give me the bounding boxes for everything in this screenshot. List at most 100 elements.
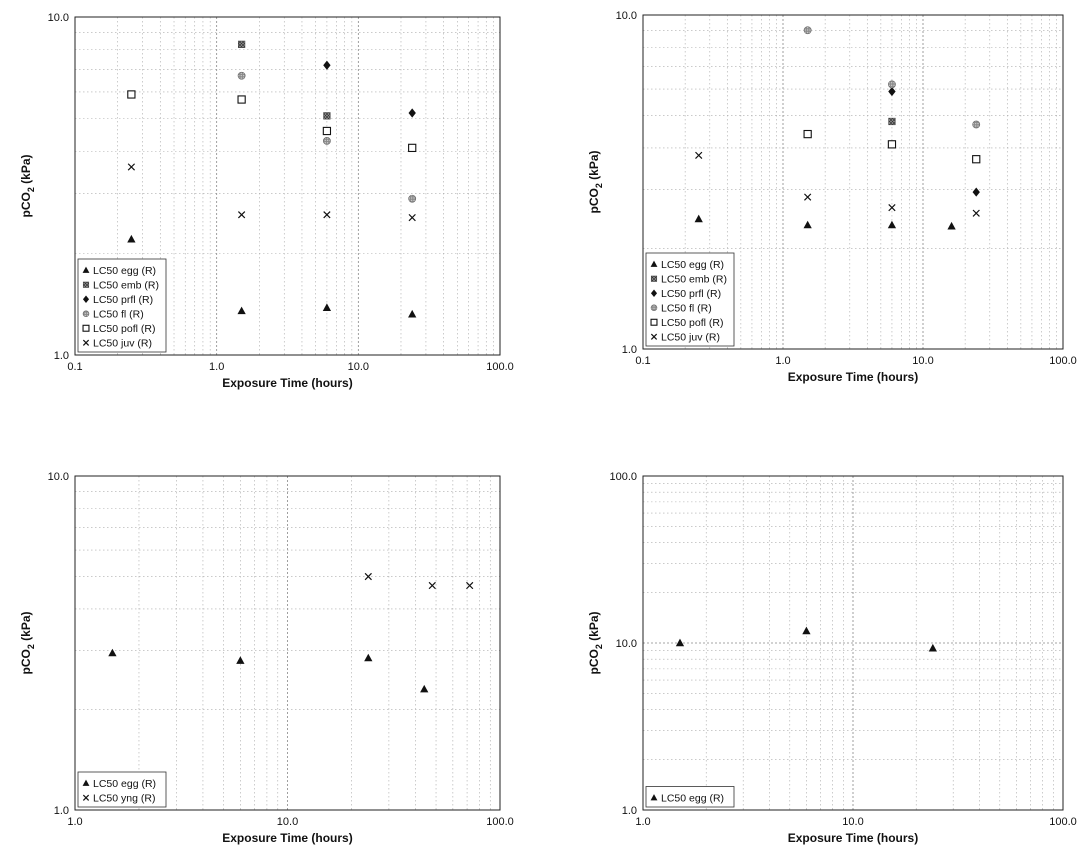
gridlines: [75, 476, 500, 810]
y-axis-title-subscript: 2: [594, 644, 604, 649]
series-lc50-juv-r: [127, 163, 416, 222]
data-point: [947, 221, 956, 230]
legend: LC50 egg (R) LC50 emb (R) LC50 prfl (R) LC5…: [645, 252, 735, 347]
x-tick-label: 1.0: [635, 816, 650, 828]
data-point: [803, 129, 812, 139]
data-point: [887, 140, 897, 149]
plot-border: [642, 14, 1064, 350]
x-tick-label: 100.0: [486, 361, 514, 373]
legend-marker: [82, 310, 90, 318]
legend-label: LC50 egg (R): [93, 778, 156, 790]
plot-area: [74, 475, 501, 811]
data-point: [323, 211, 331, 219]
series-lc50-prfl-r: [323, 60, 416, 118]
y-axis-title: pCO2 (kPa): [19, 154, 36, 217]
legend-marker: [650, 304, 658, 312]
gridlines: [75, 17, 500, 355]
y-axis-title-main: pCO: [19, 192, 33, 217]
data-point: [803, 220, 812, 229]
x-axis-title: Exposure Time (hours): [788, 831, 918, 845]
x-tick-label: 1.0: [67, 816, 82, 828]
x-tick-label: 10.0: [277, 816, 298, 828]
data-point: [466, 581, 474, 590]
x-axis-title: Exposure Time (hours): [222, 831, 352, 845]
legend-box: [645, 786, 735, 808]
legend-marker: [650, 289, 658, 298]
plot-border: [642, 475, 1064, 811]
series-lc50-fl-r: [237, 71, 417, 203]
data-point: [928, 643, 937, 652]
series-lc50-emb-r: [238, 40, 331, 120]
plot-border: [74, 16, 501, 356]
y-tick-label: 100.0: [609, 471, 637, 483]
legend-marker: [650, 260, 658, 267]
y-axis-title-main: pCO: [19, 649, 33, 674]
x-tick-label: 100.0: [486, 816, 514, 828]
legend-marker: [650, 318, 658, 326]
y-axis-title-unit: (kPa): [19, 154, 33, 187]
y-axis-title: pCO2 (kPa): [587, 611, 604, 674]
series-lc50-fl-r: [803, 26, 981, 129]
x-tick-label: 10.0: [912, 355, 933, 367]
series-lc50-egg-r: [694, 214, 956, 230]
series-lc50-egg-r: [127, 234, 417, 318]
x-axis-title: Exposure Time (hours): [788, 370, 918, 384]
data-point: [887, 220, 897, 229]
series-lc50-yng-r: [364, 572, 474, 590]
legend-label: LC50 fl (R): [661, 303, 712, 315]
legend-label: LC50 pofl (R): [93, 323, 155, 335]
legend-label: LC50 emb (R): [93, 280, 159, 292]
y-axis-title-unit: (kPa): [19, 611, 33, 644]
x-tick-label: 1.0: [775, 355, 790, 367]
legend: LC50 egg (R) LC50 yng (R): [77, 771, 167, 808]
x-tick-label: 100.0: [1049, 816, 1077, 828]
data-point: [888, 203, 896, 212]
legend-marker: [82, 794, 90, 801]
y-tick-label: 1.0: [622, 805, 637, 817]
legend-marker: [82, 281, 90, 288]
y-axis-title-main: pCO: [587, 649, 601, 674]
data-point: [408, 309, 417, 318]
y-axis-title-unit: (kPa): [587, 150, 601, 183]
y-tick-label: 1.0: [622, 344, 637, 356]
x-tick-label: 0.1: [635, 355, 650, 367]
data-point: [127, 163, 136, 171]
data-point: [237, 71, 246, 80]
legend-label: LC50 egg (R): [661, 259, 724, 271]
chart-panel-3: 1.0 10.0 100.0 1.0 10.0 Exposure Time (hours)…: [19, 471, 514, 845]
legend-marker: [650, 275, 658, 282]
y-axis-title-subscript: 2: [26, 187, 36, 192]
legend-marker: [82, 266, 90, 273]
data-point: [804, 193, 812, 201]
gridlines: [643, 476, 1063, 810]
data-point: [803, 26, 812, 35]
data-point: [364, 653, 373, 662]
y-tick-label: 10.0: [616, 638, 637, 650]
data-point: [972, 155, 981, 164]
data-point: [238, 40, 246, 48]
data-point: [888, 86, 896, 97]
legend-marker: [82, 779, 90, 786]
x-tick-label: 100.0: [1049, 355, 1077, 367]
series-lc50-emb-r: [888, 117, 896, 126]
data-point: [237, 211, 246, 219]
y-tick-label: 10.0: [48, 12, 69, 24]
series-lc50-prfl-r: [888, 86, 980, 197]
legend-box: [77, 771, 167, 808]
data-point: [127, 90, 136, 99]
series-lc50-pofl-r: [127, 90, 417, 153]
data-point: [127, 234, 136, 243]
data-point: [695, 151, 703, 159]
legend-marker: [650, 333, 658, 340]
legend-marker: [82, 324, 90, 332]
legend-label: LC50 juv (R): [661, 332, 720, 344]
y-axis-title-subscript: 2: [26, 644, 36, 649]
x-axis-title: Exposure Time (hours): [222, 376, 352, 390]
chart-panel-4: 1.0 10.0 100.0 1.0 10.0 100.0 Exposure Time (h…: [587, 471, 1077, 845]
legend-label: LC50 egg (R): [93, 265, 156, 277]
y-axis-title-subscript: 2: [594, 183, 604, 188]
y-tick-label: 1.0: [54, 350, 69, 362]
data-point: [236, 656, 245, 664]
